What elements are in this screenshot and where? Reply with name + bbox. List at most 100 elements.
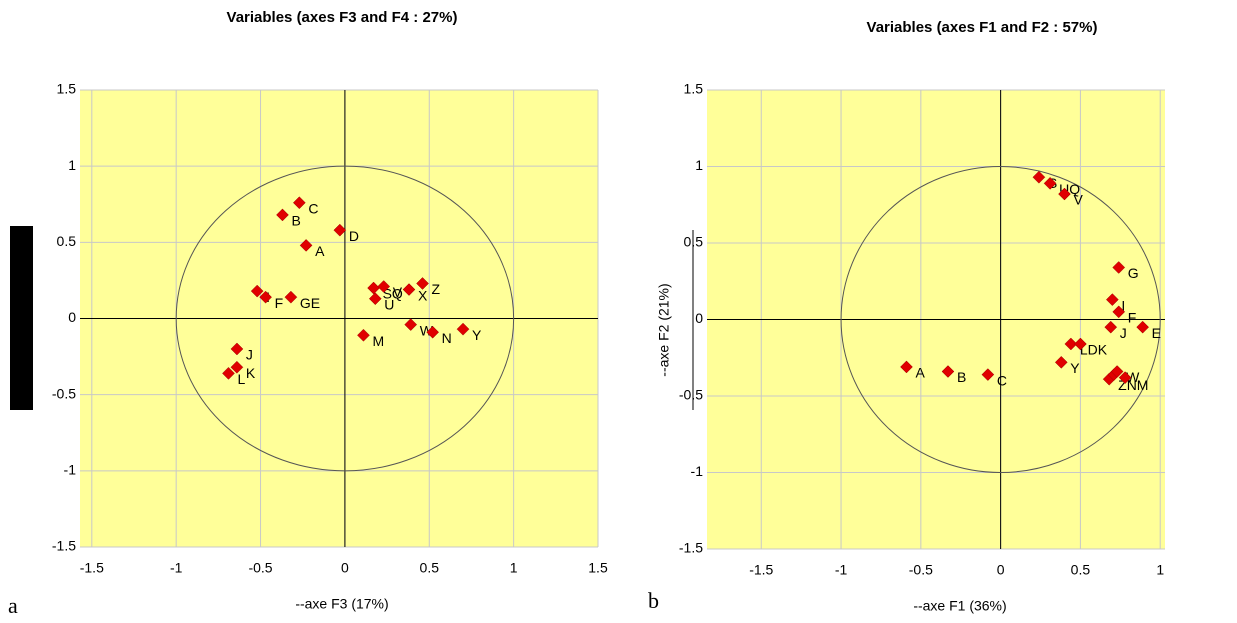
marker bbox=[1043, 176, 1057, 190]
marker bbox=[1112, 305, 1126, 319]
unit-circle bbox=[840, 166, 1161, 473]
point-label: E bbox=[1152, 325, 1161, 341]
point-label: V bbox=[1073, 192, 1083, 208]
point-label: G bbox=[1128, 265, 1139, 281]
marker bbox=[292, 196, 306, 210]
marker bbox=[941, 365, 955, 378]
point-label: F bbox=[275, 295, 284, 311]
point-label: F bbox=[1128, 310, 1137, 326]
point-label: B bbox=[957, 369, 966, 385]
y-tick-label: 1 bbox=[68, 157, 76, 173]
y-tick-label: 0 bbox=[68, 309, 76, 325]
marker bbox=[368, 292, 382, 306]
marker bbox=[333, 223, 347, 237]
marker bbox=[1064, 337, 1078, 351]
y-tick-label: 0.5 bbox=[684, 234, 704, 250]
point-label: D bbox=[349, 228, 359, 244]
y-tick-label: 1.5 bbox=[684, 81, 704, 97]
point-label: C bbox=[308, 200, 318, 216]
x-tick-label: 0 bbox=[341, 560, 349, 576]
marker bbox=[1110, 365, 1124, 378]
x-tick-label: 1.5 bbox=[588, 560, 608, 576]
point-label: Y bbox=[1070, 360, 1080, 376]
y-tick-label: -1.5 bbox=[52, 538, 76, 554]
point-label: GE bbox=[300, 295, 320, 311]
x-axis-label: --axe F1 (36%) bbox=[913, 598, 1006, 614]
point-label: A bbox=[315, 243, 325, 259]
point-label: X bbox=[418, 287, 428, 303]
chart-title: Variables (axes F3 and F4 : 27%) bbox=[227, 9, 458, 26]
x-tick-label: -1.5 bbox=[749, 562, 773, 578]
marker bbox=[299, 239, 313, 252]
point-label: V bbox=[393, 284, 403, 300]
y-tick-label: -1 bbox=[691, 463, 704, 479]
marker bbox=[1058, 187, 1071, 201]
point-label: LDK bbox=[1080, 342, 1108, 358]
y-axis-label: --axe F2 (21%) bbox=[656, 283, 672, 376]
black-bar bbox=[10, 226, 33, 410]
y-tick-label: 0 bbox=[695, 310, 703, 326]
panel-label: b bbox=[648, 588, 659, 613]
marker bbox=[1118, 371, 1132, 384]
marker bbox=[230, 360, 244, 374]
unit-circle bbox=[175, 165, 515, 472]
marker bbox=[1032, 170, 1046, 184]
point-label: M bbox=[372, 333, 384, 349]
panel-label: a bbox=[8, 593, 18, 618]
y-tick-label: -0.5 bbox=[52, 385, 76, 401]
marker bbox=[404, 318, 418, 331]
marker bbox=[416, 277, 429, 290]
point-label: J bbox=[1120, 325, 1127, 341]
y-tick-label: -1.5 bbox=[679, 540, 703, 556]
x-tick-label: 0.5 bbox=[1071, 562, 1091, 578]
marker bbox=[250, 284, 264, 298]
x-tick-label: -0.5 bbox=[909, 562, 933, 578]
marker bbox=[230, 342, 244, 356]
marker bbox=[377, 280, 391, 293]
marker bbox=[259, 290, 272, 304]
x-tick-label: 1 bbox=[510, 560, 518, 576]
point-label: Y bbox=[472, 327, 482, 343]
marker bbox=[1074, 337, 1087, 351]
marker bbox=[402, 283, 416, 296]
y-tick-label: 1 bbox=[695, 157, 703, 173]
x-tick-label: -1 bbox=[170, 560, 183, 576]
y-tick-label: -1 bbox=[64, 462, 77, 478]
x-axis-label: --axe F3 (17%) bbox=[295, 596, 388, 612]
marker bbox=[426, 325, 439, 339]
marker bbox=[222, 366, 235, 380]
marker bbox=[357, 328, 370, 342]
point-label: SQ bbox=[383, 286, 403, 302]
x-tick-label: 1 bbox=[1156, 562, 1164, 578]
point-label: L bbox=[237, 371, 245, 387]
point-label: A bbox=[915, 365, 925, 381]
marker bbox=[1136, 320, 1150, 334]
marker bbox=[1112, 261, 1126, 274]
point-label: U bbox=[384, 296, 394, 312]
x-tick-label: -0.5 bbox=[248, 560, 272, 576]
point-label: J bbox=[246, 347, 253, 363]
marker bbox=[276, 208, 289, 222]
x-tick-label: -1.5 bbox=[80, 560, 104, 576]
marker bbox=[1105, 293, 1119, 306]
marker bbox=[1054, 355, 1068, 369]
marker bbox=[456, 322, 470, 336]
marker bbox=[1104, 320, 1118, 334]
y-tick-label: -0.5 bbox=[679, 387, 703, 403]
marker bbox=[284, 290, 298, 304]
point-label: B bbox=[291, 213, 300, 229]
point-label: Z bbox=[432, 281, 441, 297]
chart-title: Variables (axes F1 and F2 : 57%) bbox=[867, 19, 1098, 36]
marker bbox=[981, 368, 995, 381]
y-tick-label: 0.5 bbox=[57, 233, 77, 249]
marker bbox=[900, 360, 913, 374]
point-label: K bbox=[246, 365, 256, 381]
point-label: C bbox=[997, 372, 1007, 388]
y-tick-label: 1.5 bbox=[57, 81, 77, 97]
point-label: W bbox=[1126, 369, 1140, 385]
x-tick-label: 0 bbox=[997, 562, 1005, 578]
x-tick-label: -1 bbox=[835, 562, 848, 578]
point-label: I bbox=[1121, 297, 1125, 313]
x-tick-label: 0.5 bbox=[420, 560, 440, 576]
